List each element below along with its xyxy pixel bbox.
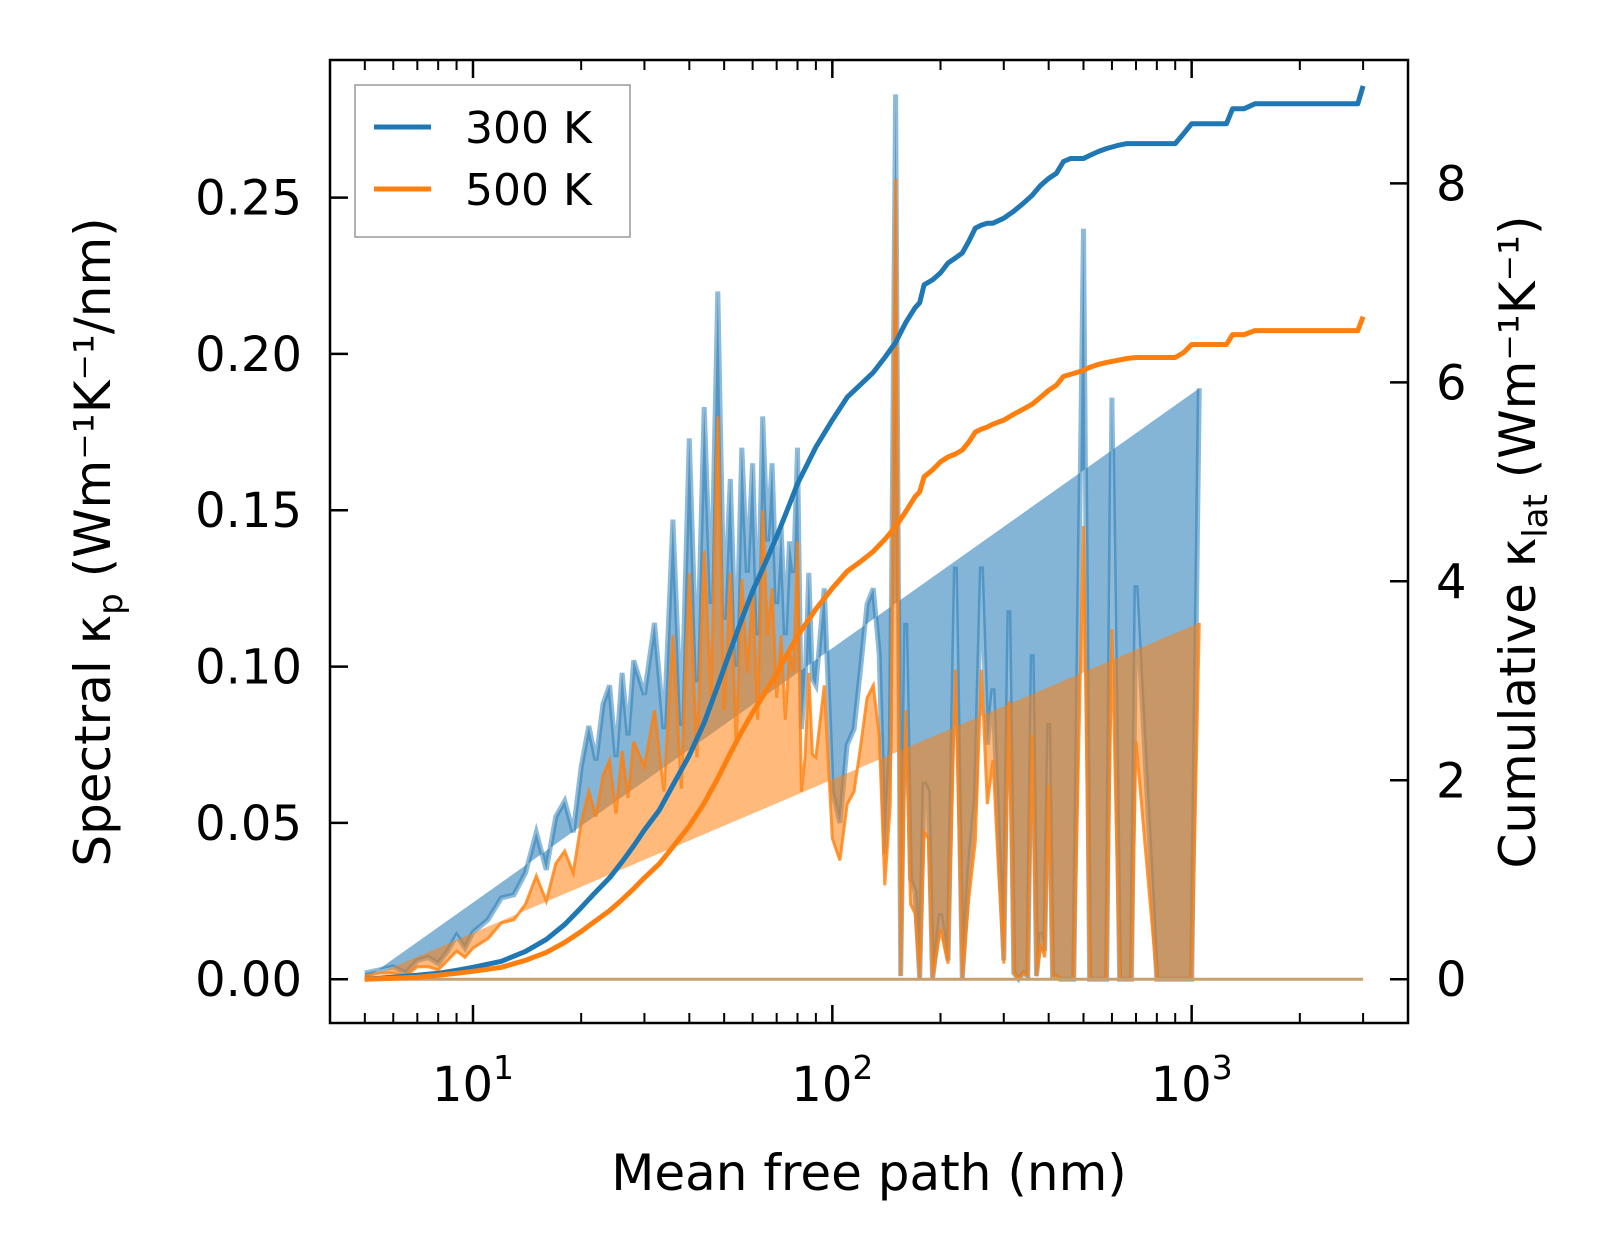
x-tick-label: 101 <box>432 1048 514 1113</box>
y-right-label-subscript: lat <box>1516 494 1556 538</box>
y-left-tick-label: 0.20 <box>195 327 302 383</box>
y-left-tick-label: 0.15 <box>195 483 302 539</box>
y-right-tick-label: 2 <box>1436 753 1467 809</box>
legend-label-300k: 300 K <box>465 103 593 154</box>
legend: 300 K 500 K <box>354 84 631 238</box>
y-right-label-prefix: Cumulative κ <box>1489 538 1547 869</box>
y-axis-left-label: Spectral κp (Wm⁻¹K⁻¹/nm) <box>64 217 131 866</box>
y-right-label-units: (Wm⁻¹K⁻¹) <box>1489 215 1547 494</box>
y-axis-right-label: Cumulative κlat (Wm⁻¹K⁻¹) <box>1489 215 1556 868</box>
x-tick-label: 102 <box>791 1048 873 1113</box>
plot-area <box>364 85 1366 984</box>
y-right-tick-label: 6 <box>1436 355 1467 411</box>
axes-frame <box>328 58 1410 1025</box>
legend-box <box>354 84 631 238</box>
y-left-tick-label: 0.05 <box>195 796 302 852</box>
x-tick-label: 103 <box>1151 1048 1233 1113</box>
y-left-tick-label: 0.10 <box>195 640 302 696</box>
legend-label-500k: 500 K <box>465 165 593 216</box>
y-right-tick-label: 8 <box>1436 156 1467 212</box>
y-left-tick-label: 0.25 <box>195 171 302 227</box>
x-axis-label: Mean free path (nm) <box>611 1144 1127 1202</box>
spectral-500k-outline <box>364 178 1201 982</box>
y-left-label-subscript: p <box>91 593 131 615</box>
y-left-tick-label: 0.00 <box>195 952 302 1008</box>
y-left-label-prefix: Spectral κ <box>64 615 122 867</box>
y-left-label-units: (Wm⁻¹K⁻¹/nm) <box>64 217 122 593</box>
cumulative-500k-line <box>364 315 1366 982</box>
y-right-tick-label: 4 <box>1436 554 1467 610</box>
spectral-300k-area <box>364 94 1200 980</box>
y-right-tick-label: 0 <box>1436 952 1467 1008</box>
cumulative-300k-line <box>364 85 1366 982</box>
axis-ticks: 101 102 103 0.00 0.05 0.10 0.15 0.20 0.25 0 2 4 6 8 <box>195 60 1467 1113</box>
